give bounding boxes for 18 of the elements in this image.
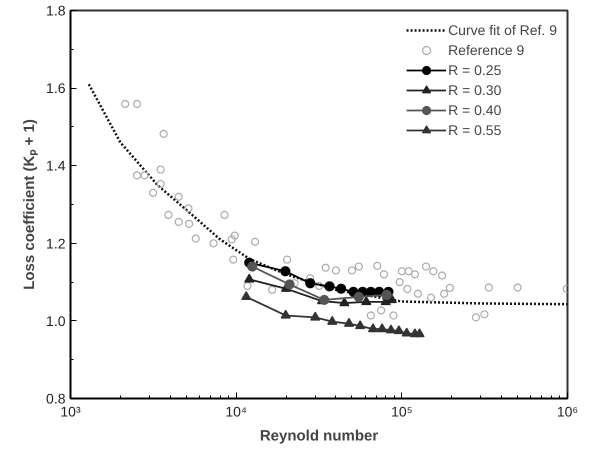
y-tick-label: 1.6 — [46, 80, 66, 96]
x-tick-label: 10⁵ — [391, 404, 413, 420]
y-tick-label: 1.0 — [46, 312, 66, 329]
x-axis-title: Reynold number — [260, 428, 378, 444]
legend-label: R = 0.55 — [448, 122, 502, 138]
x-tick-label: 10³ — [60, 404, 81, 420]
y-tick-label: 0.8 — [46, 390, 66, 406]
legend-label: Curve fit of Ref. 9 — [448, 22, 557, 38]
y-axis-title: Loss coefficient (Kₚ + 1) — [21, 119, 38, 290]
legend-label: R = 0.25 — [448, 62, 502, 78]
y-tick-label: 1.2 — [46, 235, 66, 252]
legend-label: R = 0.30 — [448, 82, 502, 98]
y-tick-label: 1.8 — [46, 2, 66, 18]
x-tick-label: 10⁴ — [225, 404, 247, 420]
legend-label: Reference 9 — [448, 42, 524, 58]
y-tick-label: 1.4 — [46, 158, 66, 174]
x-tick-label: 10⁶ — [556, 404, 578, 420]
legend-label: R = 0.40 — [448, 102, 502, 118]
